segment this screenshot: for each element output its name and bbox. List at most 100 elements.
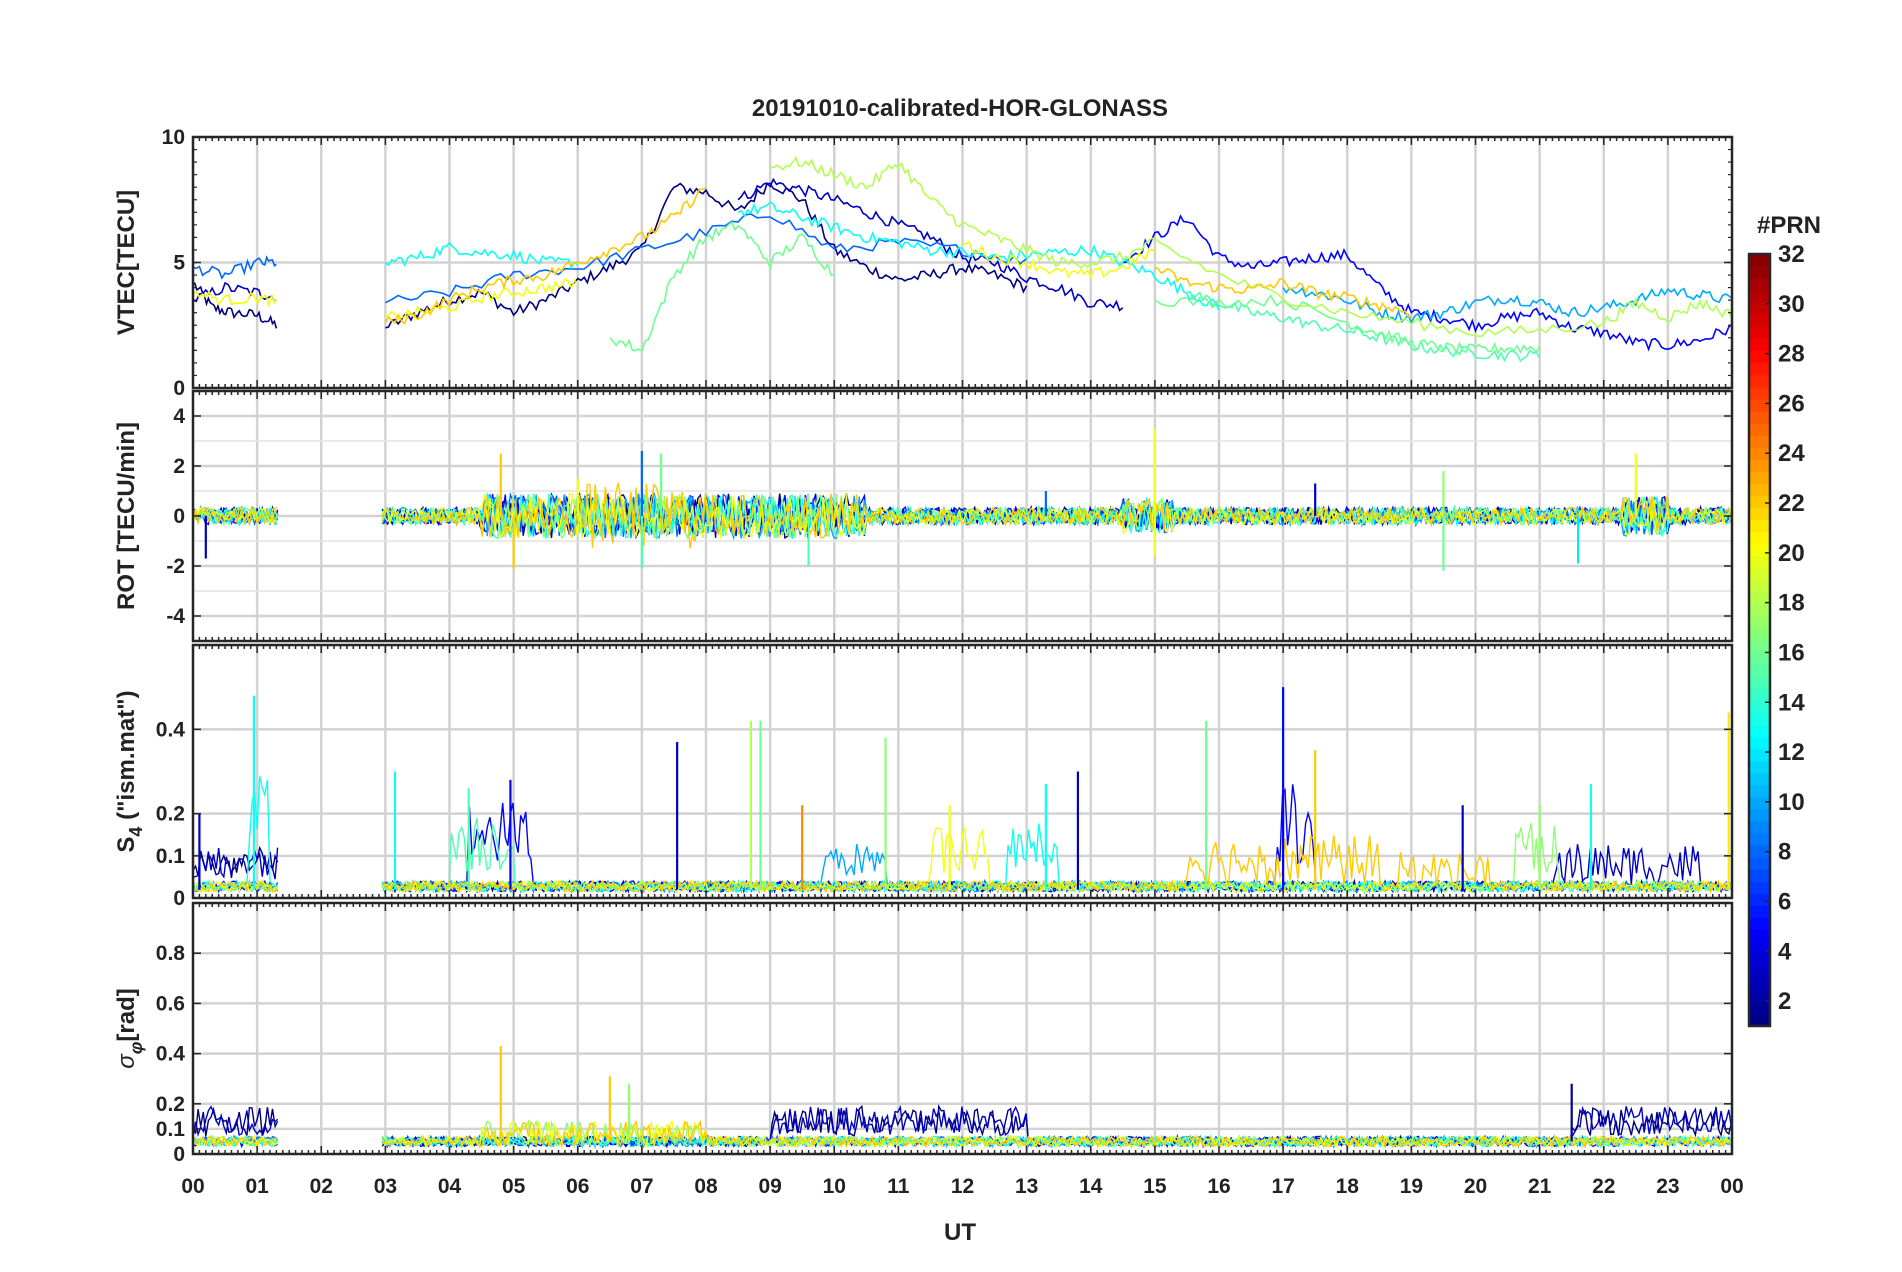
s4-x-ticks [192,645,1727,898]
vtec-series-prn-16 [609,221,1541,356]
colorbar-segment [1749,627,1770,641]
colorbar-segment [1749,1001,1770,1015]
sigma-y-tick-label: 0.4 [156,1043,186,1066]
colorbar-segment [1749,977,1770,991]
sigma-y-tick-label: 0.1 [156,1118,186,1141]
colorbar-segment [1749,905,1770,919]
colorbar-segment [1749,688,1770,701]
x-tick-label: 17 [1271,1175,1294,1198]
colorbar-tick-label: 8 [1778,839,1791,866]
y-label-main: S [113,837,140,853]
x-axis-label: UT [944,1219,976,1246]
colorbar-tick-label: 14 [1778,689,1805,716]
colorbar-segment [1749,519,1770,533]
x-tick-label: 00 [181,1175,204,1198]
colorbar-segment [1749,531,1770,545]
colorbar-segment [1749,833,1770,846]
x-tick-label: 07 [630,1175,653,1198]
sigma-y-tick-label: 0.8 [156,942,186,965]
colorbar-segment [1749,434,1770,448]
colorbar-segment [1749,615,1770,629]
s4-y-tick-label: 0.4 [156,718,186,741]
y-label-subscript: φ [126,1041,146,1054]
x-tick-label: 04 [438,1175,462,1198]
x-tick-label: 00 [1720,1175,1743,1198]
colorbar-segment [1749,1013,1770,1027]
colorbar-segment [1749,748,1770,762]
colorbar-segment [1749,459,1770,472]
colorbar-segment [1749,989,1770,1003]
colorbar-tick-label: 28 [1778,341,1805,368]
s4-y-tick-label: 0.1 [156,845,186,868]
x-tick-label: 18 [1336,1175,1360,1198]
colorbar-segment [1749,784,1770,798]
colorbar-segment [1749,362,1770,376]
colorbar-segment [1749,302,1770,315]
rot-y-tick-label: 2 [173,455,185,478]
colorbar-segment [1749,941,1770,955]
colorbar-border [1747,252,1772,1028]
colorbar-tick-label: 24 [1778,440,1805,467]
x-tick-label: 16 [1207,1175,1230,1198]
vtec-x-ticks [192,137,1727,388]
x-tick-label: 05 [502,1175,526,1198]
colorbar-segment [1749,664,1770,677]
colorbar-segment [1749,579,1770,593]
colorbar-segment [1749,266,1770,279]
colorbar-tick-label: 10 [1778,789,1805,816]
colorbar-segment [1749,869,1770,882]
y-label-rest: ("ism.mat") [113,690,140,826]
sigma-x-ticks [192,903,1727,1154]
sigma-series-prn-22 [193,1119,1732,1149]
panel-s4: 0 0.1 0.2 0.4 S4 ("ism.mat") [113,643,1734,910]
x-tick-label: 19 [1400,1175,1423,1198]
colorbar-tick-label: 4 [1778,938,1792,965]
x-tick-label: 09 [758,1175,781,1198]
colorbar-segment [1749,374,1770,388]
colorbar-tick-label: 30 [1778,291,1805,318]
rot-y-axis-label: ROT [TECU/min] [113,422,140,610]
colorbar-segment [1749,712,1770,726]
colorbar-segment [1749,483,1770,496]
x-tick-label: 13 [1015,1175,1038,1198]
rot-y-tick-label: 0 [173,505,185,528]
x-tick-label: 23 [1656,1175,1679,1198]
x-tick-label: 02 [310,1175,333,1198]
colorbar-segment [1749,845,1770,858]
panel-sigma: 00.10.2 0.4 0.6 0.8 σφ[rad] [113,901,1734,1166]
rot-y-axis: -4 -2 0 2 4 [166,405,1732,628]
sigma-y-axis: 00.10.2 0.4 0.6 0.8 [156,942,1732,1166]
rot-x-ticks [192,391,1727,641]
colorbar-segment [1749,676,1770,689]
colorbar-segment [1749,965,1770,979]
colorbar-segment [1749,796,1770,810]
s4-y-tick-label: 0 [173,887,185,910]
colorbar-segment [1749,652,1770,665]
colorbar-segment [1749,857,1770,870]
colorbar-segment [1749,929,1770,943]
colorbar-segment [1749,808,1770,822]
colorbar-segment [1749,447,1770,460]
colorbar-segment [1749,567,1770,581]
colorbar-segment [1749,640,1770,653]
x-tick-label: 22 [1592,1175,1615,1198]
s4-y-axis-label: S4 ("ism.mat") [113,690,146,852]
colorbar-segment [1749,386,1770,400]
rot-y-tick-label: -2 [166,555,185,578]
vtec-y-tick-label: 5 [173,252,185,275]
colorbar-segment [1749,507,1770,520]
vtec-series-prn-18 [769,156,1732,338]
vtec-y-tick-label: 0 [173,377,185,400]
colorbar-label: #PRN [1757,212,1821,239]
colorbar-segment [1749,772,1770,786]
panel-rot: -4 -2 0 2 4 ROT [TECU/min] [113,389,1734,643]
sigma-y-tick-label: 0 [173,1143,185,1166]
colorbar-segment [1749,422,1770,436]
sigma-series [193,1046,1732,1149]
colorbar-segment [1749,314,1770,327]
vtec-y-axis: 0 5 10 [162,126,1732,400]
vtec-series [193,156,1732,363]
colorbar-segment [1749,471,1770,484]
